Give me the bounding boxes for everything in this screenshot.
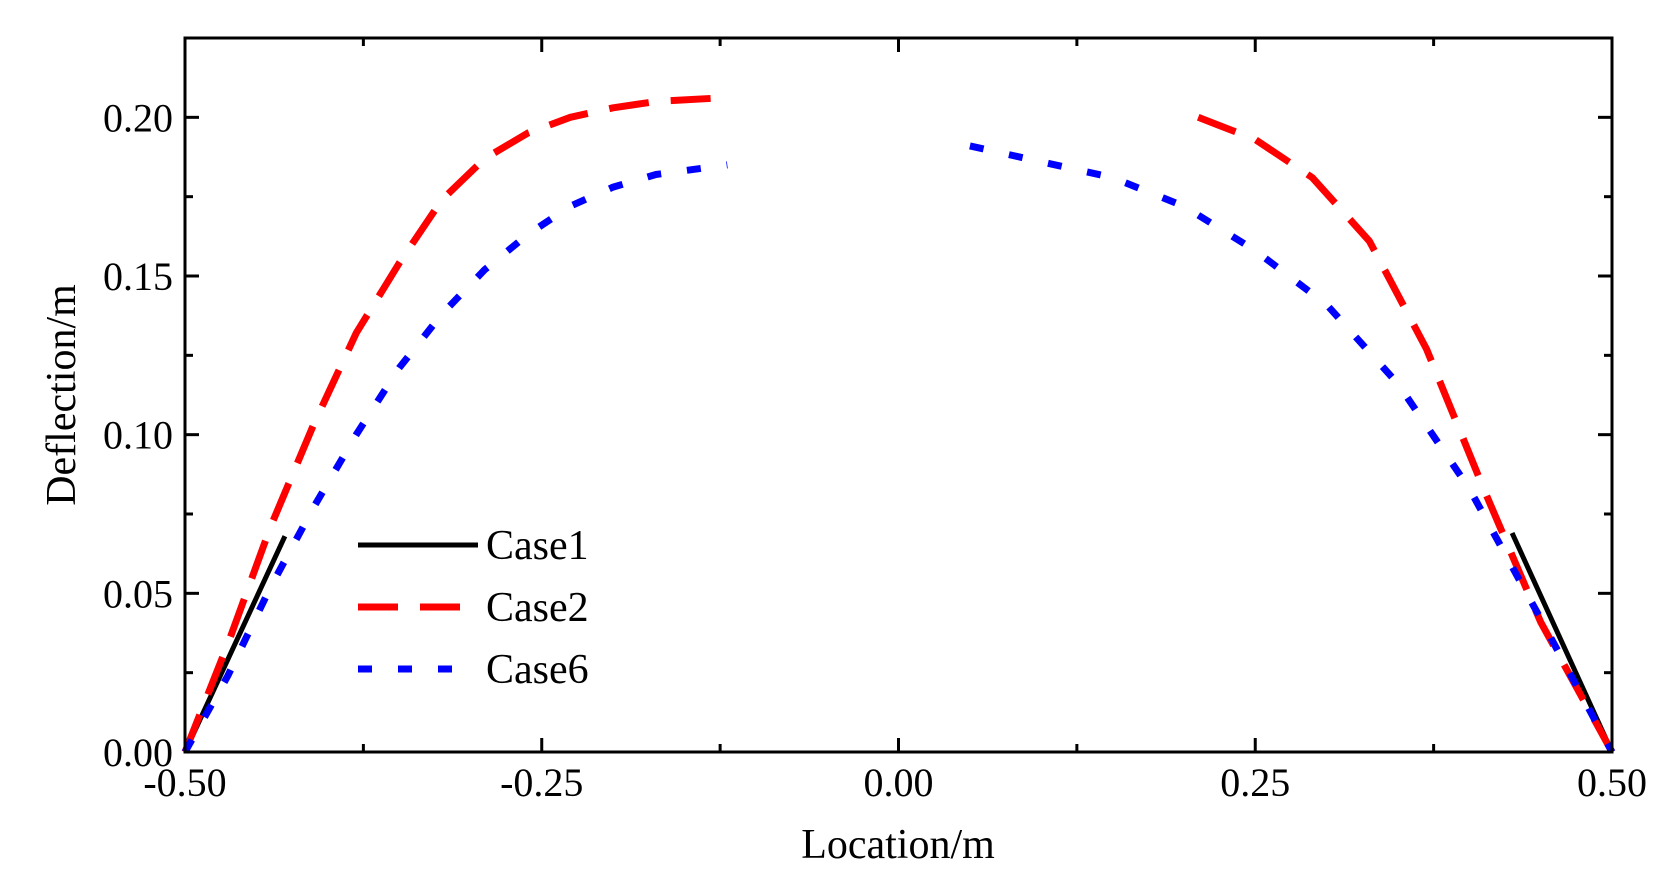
y-axis: 0.00 0.05 0.10 0.15 0.20 [103,36,1612,775]
y-tick-label: 0.10 [103,413,173,458]
legend-label-case6: Case6 [486,647,589,693]
legend: Case1 Case2 Case6 [358,523,589,693]
series-layer [181,94,1616,754]
y-tick-label: 0.00 [103,730,173,775]
series-case6-line-1 [181,161,728,754]
y-tick-label: 0.15 [103,254,173,299]
x-tick-label: -0.25 [500,760,583,805]
x-axis-title: Location/m [801,822,995,868]
series-case6-line-2 [969,142,1616,754]
x-axis: -0.50 -0.25 0.00 0.25 0.50 [143,38,1647,805]
x-tick-label: 0.25 [1220,760,1290,805]
legend-label-case2: Case2 [486,585,589,631]
y-tick-label: 0.20 [103,95,173,140]
y-tick-label: 0.05 [103,571,173,616]
legend-label-case1: Case1 [486,523,589,569]
x-tick-label: -0.50 [143,760,226,805]
y-axis-title: Deflection/m [39,284,85,506]
x-tick-label: 0.50 [1577,760,1647,805]
series-case2-line-2 [1196,114,1616,754]
series-case2-line-1 [181,94,714,754]
plot-frame [183,36,1614,754]
x-tick-label: 0.00 [864,760,934,805]
